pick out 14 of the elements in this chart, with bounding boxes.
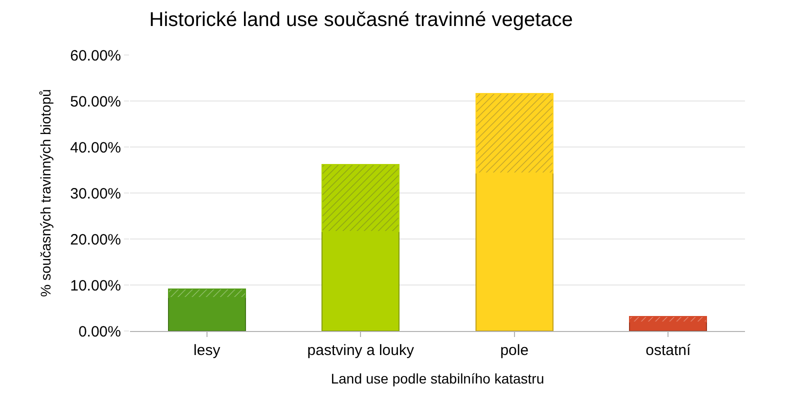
x-axis-title: Land use podle stabilního katastru — [330, 370, 544, 386]
x-tick-label: pastviny a louky — [307, 342, 414, 359]
y-tick-label: 10.00% — [70, 277, 121, 294]
chart-title: Historické land use současné travinné vegetace — [149, 9, 573, 32]
y-tick-label: 50.00% — [70, 93, 121, 110]
y-tick-label: 0.00% — [78, 323, 121, 340]
y-tick-label: 30.00% — [70, 185, 121, 202]
y-axis-title: % současných travinných biotopů — [38, 89, 54, 297]
y-tick-label: 20.00% — [70, 231, 121, 248]
y-tick-label: 60.00% — [70, 47, 121, 64]
y-tick-label: 40.00% — [70, 139, 121, 156]
x-tick-label: ostatní — [646, 342, 692, 359]
x-tick-label: pole — [500, 342, 529, 359]
x-tick-label: lesy — [194, 342, 221, 359]
